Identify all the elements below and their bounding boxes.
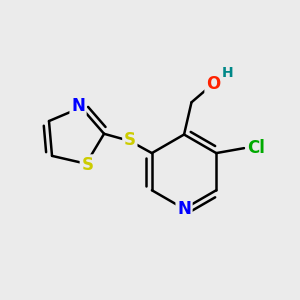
- Text: Cl: Cl: [247, 139, 265, 157]
- Text: S: S: [124, 131, 136, 149]
- Text: O: O: [206, 75, 220, 93]
- Text: S: S: [81, 156, 93, 174]
- Text: N: N: [177, 200, 191, 218]
- Text: N: N: [71, 97, 85, 115]
- Text: H: H: [222, 66, 233, 80]
